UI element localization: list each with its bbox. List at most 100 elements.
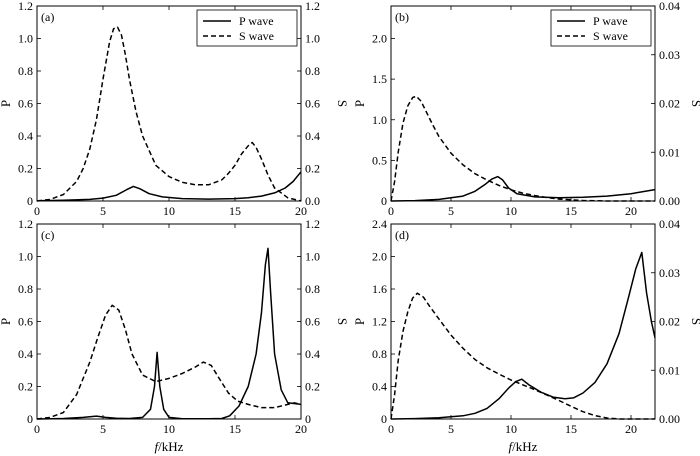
legend-label: P wave: [593, 14, 628, 28]
s-wave-line: [391, 293, 655, 419]
x-tick-label: 10: [163, 204, 175, 218]
x-tick-label: 15: [565, 204, 577, 218]
x-tick-label: 0: [34, 204, 40, 218]
y-left-tick-label: 0.8: [18, 282, 33, 296]
legend-label: S wave: [239, 29, 274, 43]
y-right-tick-label: 0.03: [659, 266, 680, 280]
x-tick-label: 15: [229, 204, 241, 218]
s-wave-line: [37, 305, 301, 419]
y-left-tick-label: 0.6: [18, 315, 33, 329]
y-right-tick-label: 0.4: [305, 129, 320, 143]
y-left-tick-label: 1.0: [18, 250, 33, 264]
y-right-tick-label: 0.0: [305, 194, 320, 208]
chart-panel-2: 0 5 10 15 20 0 0.5 1.0 1.5 2.0 0.00 0.01 0.02 0.03 0.0…: [352, 0, 700, 218]
y-right-tick-label: 0.8: [305, 282, 320, 296]
y-right-tick-label: 0.2: [305, 162, 320, 176]
y-axis-label-right: S: [335, 318, 350, 325]
y-left-tick-label: 1.2: [18, 0, 33, 13]
y-right-tick-label: 0.02: [659, 97, 680, 111]
x-tick-label: 5: [100, 204, 106, 218]
y-axis-label-left: P: [352, 318, 367, 325]
y-left-tick-label: 0.8: [372, 347, 387, 361]
y-right-tick-label: 0.6: [305, 315, 320, 329]
panel-label: (d): [395, 228, 409, 242]
y-axis-label-left: P: [352, 100, 367, 107]
y-right-tick-label: 0.01: [659, 363, 680, 377]
y-axis-label-right: S: [689, 100, 700, 107]
y-right-tick-label: 0.00: [659, 412, 680, 426]
s-wave-line: [37, 27, 301, 201]
x-tick-label: 5: [100, 422, 106, 436]
y-right-tick-label: 0.04: [659, 217, 680, 231]
y-right-tick-label: 0: [305, 412, 311, 426]
p-wave-line: [391, 177, 655, 201]
y-right-tick-label: 1.0: [305, 32, 320, 46]
y-left-tick-label: 1.0: [18, 32, 33, 46]
y-right-tick-label: 0.02: [659, 315, 680, 329]
y-right-tick-label: 0.8: [305, 64, 320, 78]
x-tick-label: 10: [505, 204, 517, 218]
y-right-tick-label: 0.01: [659, 145, 680, 159]
p-wave-line: [391, 252, 655, 419]
y-left-tick-label: 0.5: [372, 153, 387, 167]
x-tick-label: 10: [505, 422, 517, 436]
y-left-tick-label: 0.4: [18, 347, 33, 361]
y-axis-label-left: P: [0, 100, 13, 107]
y-right-tick-label: 0.03: [659, 48, 680, 62]
y-left-tick-label: 0.6: [18, 97, 33, 111]
y-left-tick-label: 0: [27, 194, 33, 208]
y-left-tick-label: 0: [381, 412, 387, 426]
y-right-tick-label: 0.04: [659, 0, 680, 13]
y-left-tick-label: 1.5: [372, 72, 387, 86]
y-left-tick-label: 1.2: [372, 315, 387, 329]
y-axis-label-right: S: [689, 318, 700, 325]
x-axis-label: f/kHz: [509, 439, 538, 454]
y-left-tick-label: 0.4: [18, 129, 33, 143]
y-left-tick-label: 0: [27, 412, 33, 426]
y-axis-label-left: P: [0, 318, 13, 325]
x-tick-label: 0: [34, 422, 40, 436]
y-left-tick-label: 0.4: [372, 380, 387, 394]
y-left-tick-label: 0: [381, 194, 387, 208]
y-left-tick-label: 1.6: [372, 282, 387, 296]
x-tick-label: 5: [448, 204, 454, 218]
y-left-tick-label: 0.8: [18, 64, 33, 78]
chart-panel-3: 0 5 10 15 2000.20.40.60.81.01.200.20.40.60.8…: [0, 217, 350, 454]
plot-frame: [37, 224, 301, 419]
plot-frame: [391, 224, 655, 419]
x-tick-label: 5: [448, 422, 454, 436]
y-right-tick-label: 1.0: [305, 250, 320, 264]
y-right-tick-label: 1.2: [305, 217, 320, 231]
y-axis-label-right: S: [335, 100, 350, 107]
y-right-tick-label: 0.2: [305, 380, 320, 394]
chart-panel-4: 0 5 10 15 20 0 0.4 0.8 1.2 1.6 2.0 2.4 0.00 0.01 0.02 0…: [352, 217, 700, 454]
y-left-tick-label: 1.2: [18, 217, 33, 231]
y-left-tick-label: 2.0: [372, 32, 387, 46]
y-left-tick-label: 2.4: [372, 217, 387, 231]
x-tick-label: 0: [388, 422, 394, 436]
y-right-tick-label: 0.6: [305, 97, 320, 111]
x-tick-label: 15: [229, 422, 241, 436]
x-tick-label: 0: [388, 204, 394, 218]
legend-label: P wave: [239, 14, 274, 28]
panel-label: (b): [395, 10, 409, 24]
x-tick-label: 10: [163, 422, 175, 436]
x-axis-label: f/kHz: [155, 439, 184, 454]
panel-label: (c): [41, 228, 54, 242]
y-right-tick-label: 0.4: [305, 347, 320, 361]
y-right-tick-label: 1.2: [305, 0, 320, 13]
legend-label: S wave: [593, 29, 628, 43]
chart-panel-1: 0 5 10 15 20 0 0.2 0.4 0.6 0.8 1.0 1.2 0.0 0.2 0.4 0.6 0…: [0, 0, 350, 218]
x-tick-label: 15: [565, 422, 577, 436]
y-right-tick-label: 0.00: [659, 194, 680, 208]
y-left-tick-label: 0.2: [18, 380, 33, 394]
y-left-tick-label: 0.2: [18, 162, 33, 176]
s-wave-line: [391, 96, 655, 201]
y-left-tick-label: 1.0: [372, 113, 387, 127]
x-tick-label: 20: [625, 204, 637, 218]
y-left-tick-label: 2.0: [372, 250, 387, 264]
x-tick-label: 20: [625, 422, 637, 436]
